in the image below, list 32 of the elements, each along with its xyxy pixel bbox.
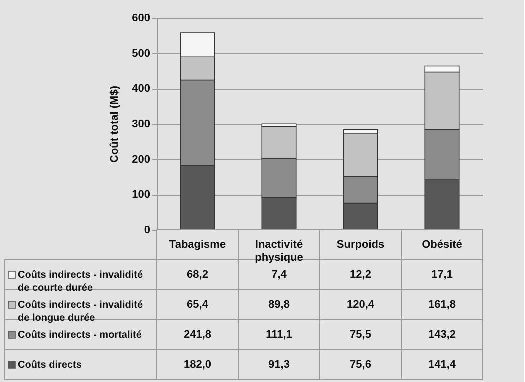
data-label: 7,4: [272, 269, 288, 281]
x-tick-label: Surpoids: [336, 239, 385, 251]
data-label: 75,5: [350, 329, 372, 341]
x-tick-label: Obésité: [422, 239, 462, 251]
data-label: 91,3: [268, 359, 290, 371]
data-label: 111,1: [266, 329, 292, 341]
legend-label: Coûts indirects - invalidité de longue durée: [18, 300, 144, 324]
data-label: 17,1: [432, 269, 453, 281]
y-tick-label: 400: [132, 83, 150, 96]
legend-label: Coûts indirects - invalidité de courte durée: [18, 270, 144, 294]
data-label: 89,8: [268, 299, 290, 311]
y-tick-label: 100: [132, 189, 150, 202]
y-tick-label: 0: [144, 224, 150, 236]
y-tick-label: 500: [132, 48, 150, 60]
data-label: 12,2: [350, 269, 372, 281]
x-tick-label: Inactivité physique: [255, 239, 304, 264]
data-label: 241,8: [184, 329, 212, 341]
data-label: 120,4: [346, 299, 376, 311]
y-axis-title: Coût total (M$): [109, 86, 122, 163]
x-tick-label: Tabagisme: [169, 239, 226, 251]
y-tick-label: 600: [132, 12, 150, 24]
data-label: 143,2: [428, 329, 456, 341]
legend-label: Coûts indirects - mortalité: [18, 330, 142, 341]
data-label: 68,2: [187, 269, 208, 281]
y-tick-label: 300: [132, 118, 150, 130]
y-tick-label: 200: [132, 154, 150, 166]
data-label: 65,4: [187, 299, 210, 311]
data-label: 141,4: [428, 359, 457, 371]
legend-label: Coûts directs: [18, 360, 82, 371]
data-label: 182,0: [184, 359, 212, 371]
data-label: 75,6: [350, 359, 372, 371]
data-label: 161,8: [428, 299, 456, 311]
